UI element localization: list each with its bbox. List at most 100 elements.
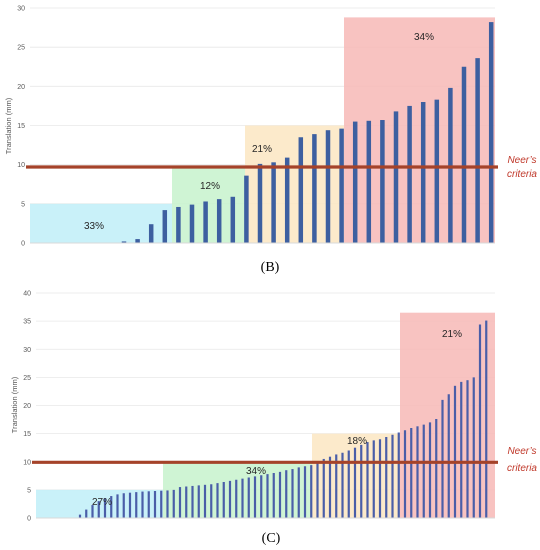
bar <box>407 105 412 244</box>
bar <box>185 486 188 518</box>
bar <box>78 514 82 518</box>
bar <box>428 422 432 518</box>
region-percent-label: 33% <box>84 221 104 232</box>
criteria-label: criteria <box>507 169 537 180</box>
bar <box>160 490 163 518</box>
region-percent-label: 21% <box>252 144 272 155</box>
bar <box>422 424 425 518</box>
bar <box>228 480 232 518</box>
bar <box>97 501 100 518</box>
bar <box>178 487 182 518</box>
bar <box>271 162 276 243</box>
criteria-label: Neer’s <box>507 155 536 166</box>
region-percent-label: 21% <box>442 329 462 340</box>
bar <box>472 377 475 518</box>
bar <box>353 447 357 518</box>
bar <box>328 456 332 518</box>
bar <box>241 478 244 518</box>
bar <box>475 58 480 244</box>
bar <box>485 320 488 518</box>
bar <box>378 439 382 518</box>
bar <box>247 477 250 518</box>
bar <box>397 432 400 518</box>
bar <box>172 489 175 518</box>
bar <box>380 120 385 243</box>
criteria-label: Neer’s <box>507 446 536 457</box>
bar <box>366 442 369 518</box>
y-tick-label: 40 <box>23 291 31 298</box>
bar <box>135 239 140 243</box>
region-percent-label: 34% <box>414 32 434 43</box>
region-percent-label: 27% <box>92 497 112 508</box>
y-tick-label: 20 <box>23 403 31 410</box>
y-tick-label: 30 <box>23 347 31 354</box>
bar <box>266 474 269 518</box>
bar <box>253 476 257 518</box>
bar <box>347 450 350 518</box>
y-tick-label: 15 <box>23 431 31 438</box>
bar <box>420 102 426 243</box>
bar <box>103 498 107 518</box>
bar <box>434 99 440 244</box>
bar <box>260 475 263 518</box>
bar <box>322 458 325 518</box>
bar <box>460 381 463 518</box>
bar <box>453 385 457 518</box>
bar <box>203 484 207 518</box>
bar <box>147 491 150 518</box>
bar <box>216 199 222 243</box>
panel-label: (B) <box>261 260 280 275</box>
y-tick-label: 5 <box>27 487 31 494</box>
y-tick-label: 25 <box>17 45 25 52</box>
region-percent-label: 12% <box>200 181 220 192</box>
criteria-label: criteria <box>507 463 537 474</box>
y-tick-label: 25 <box>23 375 31 382</box>
bar <box>141 491 144 518</box>
y-tick-label: 20 <box>17 84 25 91</box>
region-percent-label: 34% <box>246 466 266 477</box>
bar <box>135 492 138 518</box>
bar <box>148 224 154 243</box>
bar <box>122 493 125 518</box>
region-1 <box>30 203 172 243</box>
y-tick-label: 30 <box>17 6 25 13</box>
bar <box>235 479 238 518</box>
bar <box>291 469 294 518</box>
bar <box>278 471 282 518</box>
bar <box>360 444 363 518</box>
bar <box>488 22 494 243</box>
bar <box>128 492 132 518</box>
bar <box>272 473 275 518</box>
bar <box>316 463 319 518</box>
bar <box>191 485 194 518</box>
bar <box>325 130 331 243</box>
bar <box>197 485 200 518</box>
bar <box>210 484 213 518</box>
bar <box>466 380 469 518</box>
bar <box>303 466 307 518</box>
chart-b: 0 5 10 15 20 25 30 33% 12% 21% 34% Translation (mm)… <box>4 6 537 276</box>
panel-label: (C) <box>262 531 281 546</box>
bar <box>189 204 195 243</box>
bar <box>166 490 169 518</box>
bar <box>162 210 168 243</box>
bar <box>116 494 119 518</box>
y-axis-label: Translation (mm) <box>10 376 19 433</box>
y-tick-label: 15 <box>17 123 25 130</box>
bar <box>372 440 375 518</box>
bar <box>121 241 127 243</box>
bar <box>230 196 236 243</box>
bar <box>403 430 407 518</box>
bar <box>222 482 225 518</box>
bar <box>366 120 372 243</box>
bar <box>385 437 388 518</box>
bar <box>298 137 304 243</box>
y-tick-label: 35 <box>23 319 31 326</box>
y-axis-label: Translation (mm) <box>4 97 13 154</box>
bar <box>85 509 88 518</box>
bar <box>153 491 157 518</box>
bar <box>244 175 249 243</box>
y-tick-label: 10 <box>17 162 25 169</box>
bar <box>310 465 313 518</box>
bar <box>441 399 444 518</box>
